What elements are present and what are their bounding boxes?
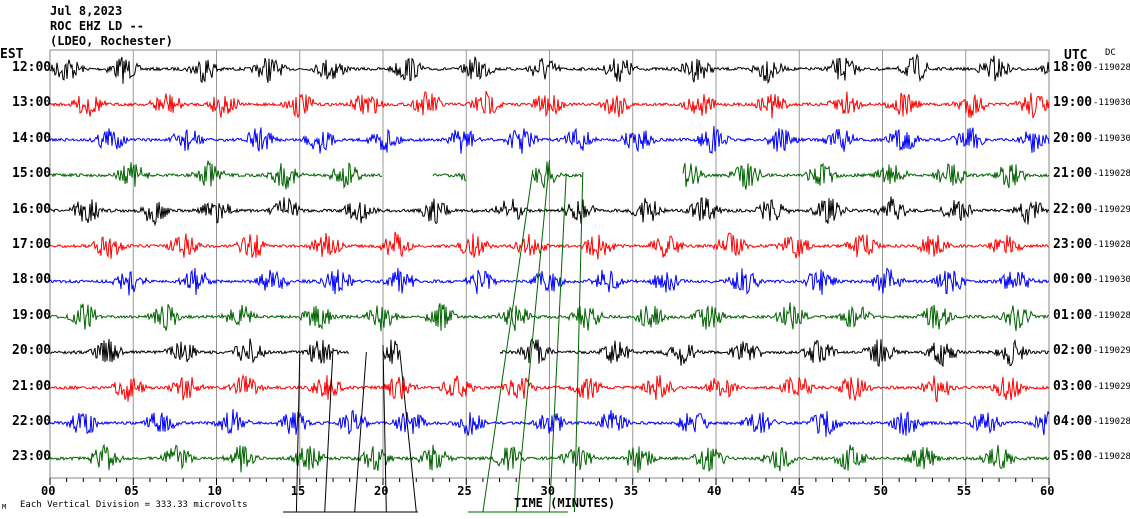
seismic-trace: [49, 160, 1050, 190]
seismic-trace: [49, 90, 1050, 119]
seismic-trace: [49, 373, 1050, 403]
est-hour-label: 21:00: [12, 378, 52, 394]
dc-offset-label: -1190305: [1093, 133, 1130, 144]
utc-hour-label: 22:00: [1053, 201, 1093, 217]
est-hour-label: 16:00: [12, 201, 52, 217]
x-tick-label: 35: [623, 484, 639, 498]
phase-marker-line: [482, 169, 534, 513]
seismic-trace: [49, 267, 1050, 296]
seismic-trace: [49, 231, 1050, 260]
x-tick-label: 50: [873, 484, 888, 498]
seismic-trace: [49, 443, 1050, 473]
utc-hour-label: 21:00: [1053, 166, 1093, 182]
corner-mark: M: [2, 503, 7, 511]
est-hour-label: 20:00: [12, 343, 52, 359]
x-tick-label: 60: [1040, 484, 1055, 498]
est-hour-label: 12:00: [12, 60, 52, 75]
dc-offset-label: -1190294: [1093, 204, 1130, 215]
dc-offset-label: -1190303: [1093, 275, 1130, 286]
phase-marker-line: [549, 174, 567, 513]
utc-hour-label: 02:00: [1053, 343, 1093, 359]
est-hour-label: 15:00: [12, 166, 52, 182]
utc-hour-label: 23:00: [1053, 237, 1093, 252]
dc-offset-label: -1190290: [1093, 381, 1130, 392]
dc-offset-label: -1190288: [1093, 417, 1130, 427]
phase-marker-line: [573, 171, 584, 513]
dc-label: DC: [1105, 48, 1116, 58]
seismic-trace: [49, 125, 1050, 155]
est-hour-label: 14:00: [12, 130, 52, 146]
est-hour-label: 18:00: [12, 272, 52, 288]
date-title: Jul 8,2023: [50, 4, 123, 18]
utc-label: UTC: [1064, 48, 1088, 63]
dc-offset-label: -1190280: [1093, 169, 1130, 180]
x-tick-label: 15: [290, 484, 306, 498]
est-hour-label: 22:00: [12, 414, 52, 429]
utc-hour-label: 01:00: [1053, 307, 1093, 323]
x-tick-label: 25: [457, 484, 472, 498]
scale-note: Each Vertical Division = 333.33 microvol…: [20, 500, 248, 510]
utc-hour-label: 04:00: [1053, 414, 1093, 429]
dc-offset-label: -1190307: [1093, 98, 1130, 109]
est-hour-label: 13:00: [12, 95, 52, 111]
x-axis-label: TIME (MINUTES): [514, 496, 616, 510]
x-tick-label: 05: [124, 484, 139, 498]
dc-offset-label: -1190288: [1093, 240, 1130, 250]
network-title: (LDEO, Rochester): [50, 34, 173, 48]
x-tick-label: 45: [790, 484, 805, 498]
phase-marker-line: [324, 347, 334, 513]
utc-hour-label: 00:00: [1053, 272, 1093, 288]
x-tick-label: 00: [41, 484, 56, 498]
seismic-trace: [49, 338, 1050, 368]
x-tick-label: 30: [540, 484, 555, 498]
phase-marker-line: [295, 353, 301, 513]
phase-marker-line: [515, 159, 550, 513]
phase-marker-line: [354, 351, 367, 513]
x-tick-label: 20: [374, 484, 389, 498]
phase-marker-line: [382, 344, 387, 513]
seismic-trace: [49, 53, 1050, 85]
x-tick-label: 40: [707, 484, 722, 498]
est-hour-label: 17:00: [12, 237, 52, 252]
seismic-trace: [49, 409, 1050, 437]
utc-hour-label: 05:00: [1053, 449, 1093, 465]
phase-marker-line: [399, 349, 417, 513]
est-label: EST: [0, 47, 24, 62]
seismic-trace: [49, 196, 1050, 227]
x-tick-label: 10: [207, 484, 222, 498]
station-title: ROC EHZ LD --: [50, 19, 144, 33]
est-hour-label: 19:00: [12, 307, 52, 323]
dc-offset-label: -1190294: [1093, 346, 1130, 357]
utc-hour-label: 19:00: [1053, 95, 1093, 111]
utc-hour-label: 03:00: [1053, 378, 1093, 394]
x-tick-label: 55: [956, 484, 972, 498]
est-hour-label: 23:00: [12, 449, 52, 465]
utc-hour-label: 20:00: [1053, 130, 1093, 146]
seismic-trace: [49, 302, 1050, 332]
dc-offset-label: -1190287: [1093, 452, 1130, 463]
utc-hour-label: 18:00: [1053, 60, 1093, 75]
